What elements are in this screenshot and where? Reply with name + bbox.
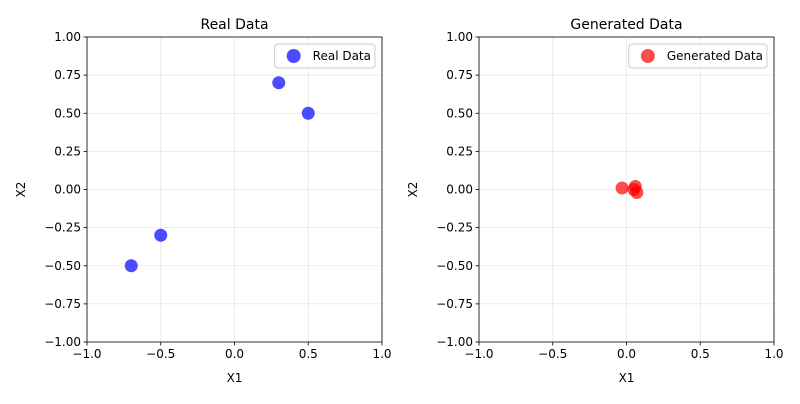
y-tick-label: −0.25	[436, 221, 473, 235]
legend-box	[274, 43, 376, 69]
y-tick-label: 0.25	[446, 144, 473, 158]
scatter-points	[615, 179, 644, 200]
y-tick-label: −0.50	[436, 259, 473, 273]
legend-label: Real Data	[313, 49, 371, 63]
x-tick-label: 1.0	[764, 347, 783, 361]
axis-ticks: −1.0 −0.5 0.0 0.5 1.0 −1.00 −0.75 −0.50 −0.25 0.0…	[44, 30, 391, 361]
y-tick-label: −1.00	[44, 335, 81, 349]
scatter-point	[272, 76, 286, 90]
legend-marker	[286, 49, 301, 63]
scatter-point	[615, 181, 629, 195]
x-tick-label: 1.0	[372, 347, 391, 361]
y-tick-label: 1.00	[54, 30, 81, 44]
axes-frame	[86, 36, 383, 343]
x-tick-label: 0.5	[691, 347, 710, 361]
y-tick-label: 1.00	[446, 30, 473, 44]
legend: Generated Data	[628, 43, 768, 69]
axes-frame	[478, 36, 775, 343]
y-tick-label: −1.00	[436, 335, 473, 349]
scatter-points	[124, 76, 315, 273]
x-axis-label: X1	[619, 371, 635, 385]
y-tick-label: 0.75	[54, 68, 81, 82]
y-tick-label: 0.25	[54, 144, 81, 158]
scatter-point	[154, 228, 168, 242]
legend-box	[628, 43, 768, 69]
y-tick-label: −0.75	[44, 297, 81, 311]
y-tick-label: 0.50	[446, 106, 473, 120]
y-axis-label: X2	[406, 182, 420, 198]
chart-title: Generated Data	[570, 17, 682, 33]
chart-title: Real Data	[200, 17, 268, 33]
generated-data-panel: −1.0 −0.5 0.0 0.5 1.0 −1.00 −0.75 −0.50 −0.25 0.0…	[406, 17, 784, 385]
y-tick-label: 0.00	[54, 183, 81, 197]
x-tick-label: −1.0	[72, 347, 101, 361]
x-tick-label: 0.0	[617, 347, 636, 361]
legend-label: Generated Data	[667, 49, 763, 63]
x-axis-label: X1	[227, 371, 243, 385]
x-tick-label: −0.5	[146, 347, 175, 361]
legend: Real Data	[274, 43, 376, 69]
y-tick-label: −0.75	[436, 297, 473, 311]
scatter-point	[630, 186, 644, 200]
y-axis-label: X2	[14, 182, 28, 198]
x-tick-label: −1.0	[464, 347, 493, 361]
y-tick-label: −0.50	[44, 259, 81, 273]
legend-marker	[640, 49, 655, 63]
real-data-panel: −1.0 −0.5 0.0 0.5 1.0 −1.00 −0.75 −0.50 −0.25 0.0…	[14, 17, 392, 385]
y-tick-label: 0.00	[446, 183, 473, 197]
y-tick-label: 0.75	[446, 68, 473, 82]
axis-ticks: −1.0 −0.5 0.0 0.5 1.0 −1.00 −0.75 −0.50 −0.25 0.0…	[436, 30, 783, 361]
y-tick-label: 0.50	[54, 106, 81, 120]
scatter-point	[124, 259, 138, 273]
x-tick-label: 0.5	[299, 347, 318, 361]
grid	[86, 36, 383, 343]
scatter-point	[301, 106, 315, 120]
x-tick-label: 0.0	[225, 347, 244, 361]
y-tick-label: −0.25	[44, 221, 81, 235]
x-tick-label: −0.5	[538, 347, 567, 361]
